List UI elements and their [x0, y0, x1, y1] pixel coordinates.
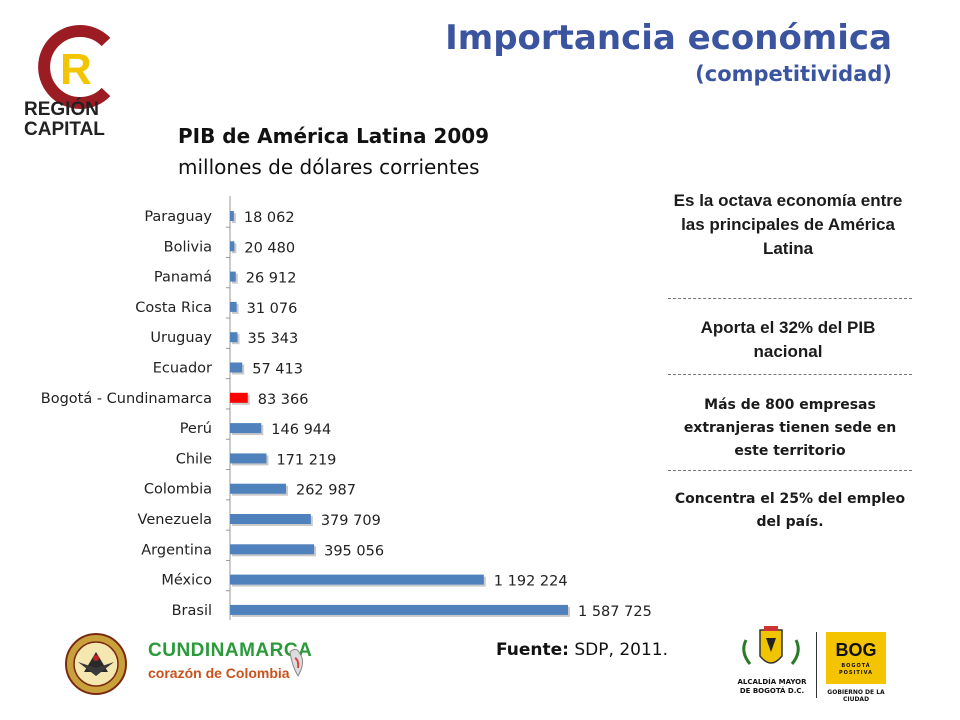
bar: [230, 483, 286, 494]
alcaldia-caption: ALCALDÍA MAYOR DE BOGOTÁ D.C.: [722, 678, 822, 696]
info-aporte-pib: Aporta el 32% del PIB nacional: [700, 318, 876, 361]
bar: [230, 362, 243, 373]
bar-shadow: [232, 213, 236, 223]
cundinamarca-seal-logo: [65, 633, 127, 695]
data-label: 262 987: [296, 483, 356, 499]
data-label: 18 062: [244, 210, 295, 226]
alcaldia-bogota-crest-logo: [742, 626, 800, 665]
chart-title: PIB de América Latina 2009: [178, 124, 490, 148]
category-label: Brasil: [172, 603, 212, 619]
category-label: Colombia: [144, 482, 212, 498]
cundinamarca-wordmark: CUNDINAMARCA: [148, 640, 313, 661]
dashed-divider: [668, 470, 912, 471]
bar-highlight: [230, 392, 248, 403]
bar: [230, 574, 484, 585]
data-label: 57 413: [252, 362, 303, 378]
bogota-positiva-logo: [826, 632, 886, 684]
bar: [230, 241, 235, 252]
bogota-positiva-subtext: BOGOTÁ POSITIVA: [826, 663, 886, 677]
bar-chart: Paraguay 18 062 Bolivia 20 480 Panamá 26 912 C…: [41, 196, 652, 620]
bar: [230, 271, 236, 282]
category-label: Paraguay: [144, 209, 212, 225]
gobierno-ciudad-caption: GOBIERNO DE LA CIUDAD: [827, 689, 885, 703]
chart-subtitle: millones de dólares corrientes: [178, 155, 480, 179]
bar: [230, 453, 267, 464]
category-label: Bolivia: [164, 239, 212, 255]
category-label: Venezuela: [138, 512, 212, 528]
category-label: Argentina: [141, 542, 212, 558]
category-label: Chile: [176, 451, 212, 467]
bar: [230, 423, 262, 434]
bar: [230, 332, 238, 343]
bogota-positiva-sub1: BOGOTÁ: [841, 663, 871, 669]
page-subtitle: (competitividad): [695, 62, 892, 86]
bogota-positiva-wordmark: BOG: [835, 640, 877, 660]
bar: [230, 544, 315, 555]
data-label: 1 192 224: [494, 574, 568, 590]
category-label: Costa Rica: [135, 300, 212, 316]
data-label: 1 587 725: [578, 604, 652, 620]
region-capital-line2: CAPITAL: [24, 119, 105, 140]
region-capital-logo: R REGIÓN CAPITAL: [24, 25, 111, 140]
category-label: Perú: [180, 421, 212, 437]
source-label: Fuente:: [496, 640, 569, 660]
bar: [230, 301, 237, 312]
data-label: 20 480: [244, 240, 295, 256]
data-label: 395 056: [324, 543, 384, 559]
page-title: Importancia económica: [445, 18, 892, 58]
cundinamarca-heart-icon: [289, 648, 304, 677]
alcaldia-line1: ALCALDÍA MAYOR: [737, 678, 807, 686]
category-label: Panamá: [154, 270, 212, 286]
category-label: Uruguay: [150, 330, 212, 346]
data-label: 146 944: [271, 422, 331, 438]
category-label: Bogotá - Cundinamarca: [41, 391, 212, 407]
data-label: 171 219: [276, 452, 336, 468]
data-label: 379 709: [321, 513, 381, 529]
data-label: 35 343: [248, 331, 299, 347]
bar: [230, 514, 311, 524]
dashed-divider: [668, 298, 912, 299]
info-empresas-extranjeras: Más de 800 empresas extranjeras tienen s…: [683, 397, 897, 459]
info-empleo: Concentra el 25% del empleo del país.: [674, 491, 906, 530]
region-capital-letter: R: [60, 45, 92, 94]
source-text: SDP, 2011.: [574, 640, 668, 660]
bar: [230, 604, 568, 615]
source-note: Fuente: SDP, 2011.: [496, 640, 668, 660]
logo-divider: [816, 632, 817, 698]
alcaldia-line2: DE BOGOTÁ D.C.: [739, 687, 805, 695]
info-octava-economia: Es la octava economía entre las principa…: [673, 191, 903, 258]
data-label: 26 912: [246, 271, 297, 287]
data-label: 31 076: [247, 301, 298, 317]
category-label: Ecuador: [153, 361, 212, 377]
cundinamarca-slogan: corazón de Colombia: [148, 665, 290, 681]
dashed-divider: [668, 374, 912, 375]
region-capital-line1: REGIÓN: [24, 98, 99, 120]
bogota-positiva-sub2: POSITIVA: [838, 670, 874, 676]
data-label: 83 366: [258, 392, 309, 408]
bar: [230, 211, 234, 221]
category-label: México: [161, 573, 212, 589]
